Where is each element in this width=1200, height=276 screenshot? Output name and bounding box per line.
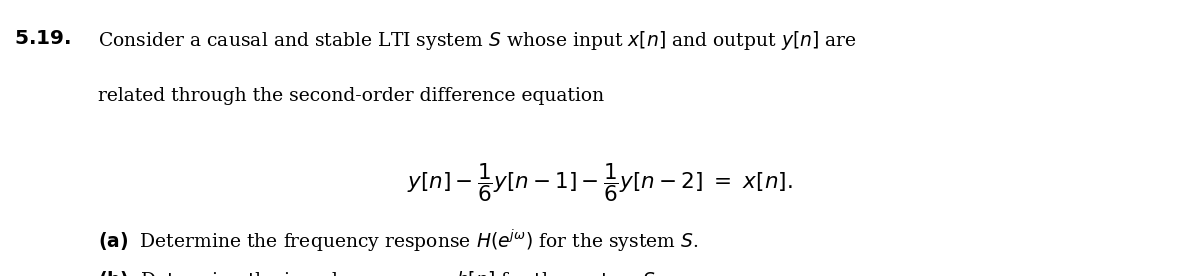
Text: $\mathbf{(a)}$  Determine the frequency response $H(e^{j\omega})$ for the system: $\mathbf{(a)}$ Determine the frequency r…: [98, 228, 698, 254]
Text: $y[n] - \dfrac{1}{6}y[n-1] - \dfrac{1}{6}y[n-2] \ = \ x[n].$: $y[n] - \dfrac{1}{6}y[n-1] - \dfrac{1}{6…: [407, 161, 793, 204]
Text: $\mathbf{(b)}$  Determine the impulse response $h[n]$ for the system $S$.: $\mathbf{(b)}$ Determine the impulse res…: [98, 269, 661, 276]
Text: related through the second-order difference equation: related through the second-order differe…: [98, 87, 605, 105]
Text: Consider a causal and stable LTI system $S$ whose input $x[n]$ and output $y[n]$: Consider a causal and stable LTI system …: [98, 29, 857, 52]
Text: $\mathbf{5.19.}$: $\mathbf{5.19.}$: [14, 29, 72, 48]
